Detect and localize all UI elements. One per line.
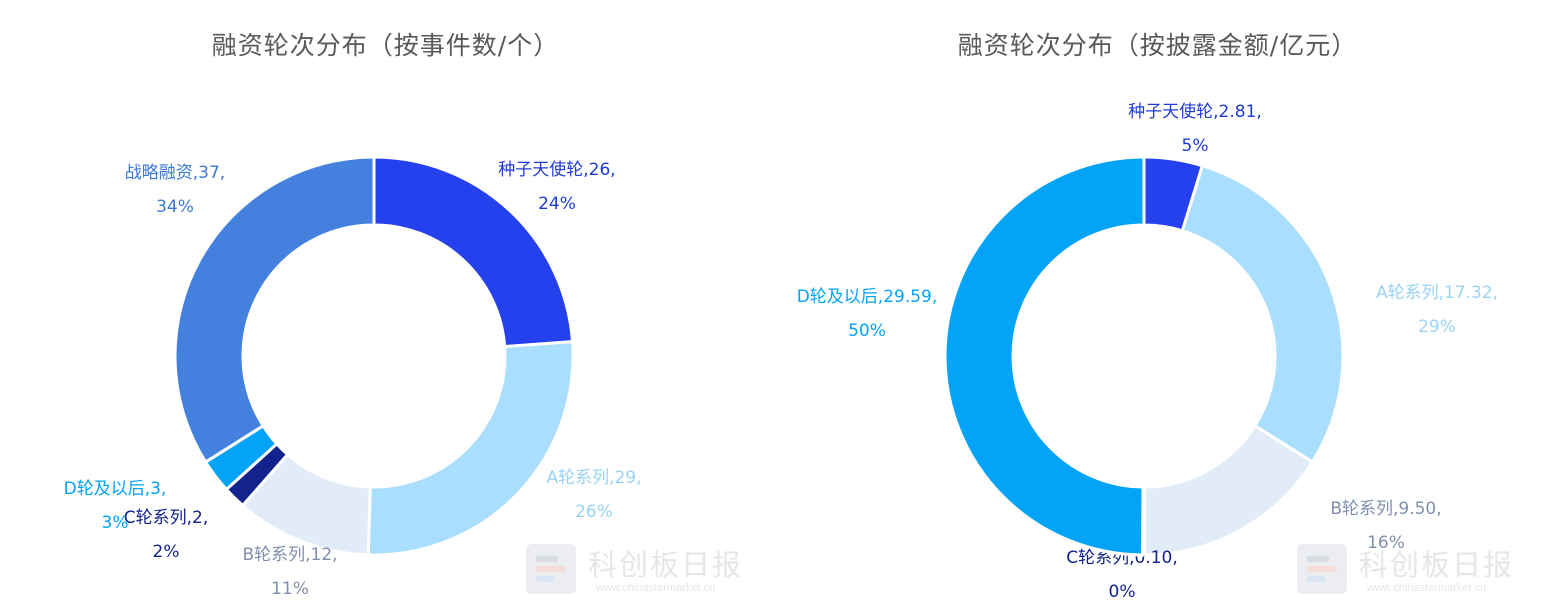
watermark-logo: 科创板日报 www.chinastarmarket.cn — [526, 542, 766, 602]
chart-title-amount: 融资轮次分布（按披露金额/亿元） — [957, 31, 1358, 60]
data-label: A轮系列,29, 26% — [546, 468, 641, 522]
slice-a-series — [1180, 163, 1345, 465]
slice-b-series — [1142, 423, 1315, 557]
watermark-logo: 科创板日报 www.chinastarmarket.cn — [1297, 542, 1537, 602]
data-label: 战略融资,37, 34% — [125, 163, 225, 217]
slice-seed-angel — [372, 155, 575, 349]
data-label: A轮系列,17.32, 29% — [1376, 283, 1498, 337]
slice-d-and-later — [943, 155, 1146, 557]
data-label: 种子天使轮,2.81, 5% — [1128, 101, 1262, 156]
chart-panel-events: 融资轮次分布（按事件数/个） 种子天使轮,26, 24% A轮系列,29, 26% B轮… — [0, 0, 771, 611]
chart-panel-amount: 融资轮次分布（按披露金额/亿元） 种子天使轮,2.81, 5% A轮系列,17.32… — [772, 0, 1543, 611]
data-label: C轮系列,2, 2% — [124, 508, 209, 562]
watermark-title: 科创板日报 — [588, 548, 744, 582]
data-label: B轮系列,12, 11% — [242, 545, 337, 599]
watermark-url: www.chinastarmarket.cn — [596, 582, 716, 594]
data-label: D轮及以后,3, 3% — [64, 479, 167, 533]
watermark-title: 科创板日报 — [1359, 548, 1515, 582]
slice-strategic — [173, 155, 376, 465]
chart-title-events: 融资轮次分布（按事件数/个） — [211, 31, 560, 60]
data-label: D轮及以后,29.59, 50% — [797, 287, 938, 341]
watermark-icon — [526, 544, 576, 594]
slice-a-series — [366, 340, 575, 557]
data-label: B轮系列,9.50, 16% — [1330, 499, 1441, 553]
watermark-url: www.chinastarmarket.cn — [1367, 582, 1487, 594]
donut-chart-amount: 种子天使轮,2.81, 5% A轮系列,17.32, 29% B轮系列,9.50, 16%… — [797, 101, 1498, 602]
data-label: 种子天使轮,26, 24% — [498, 159, 615, 214]
donut-chart-events: 种子天使轮,26, 24% A轮系列,29, 26% B轮系列,12, 11% C轮系列,2… — [64, 155, 642, 599]
watermark-icon — [1297, 544, 1347, 594]
data-label: C轮系列,0.10, 0% — [1066, 548, 1178, 602]
